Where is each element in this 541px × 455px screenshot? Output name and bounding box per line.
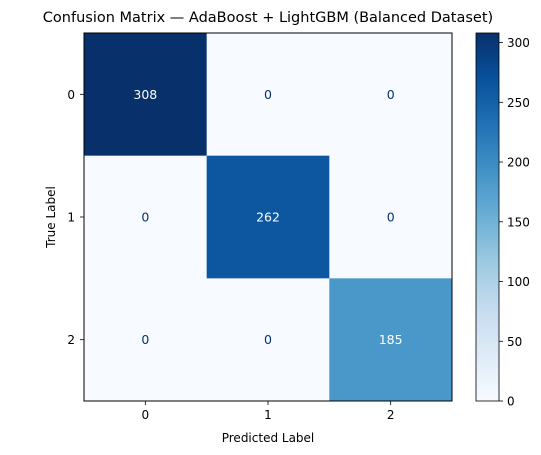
cell-value-label: 0 [264,87,272,102]
colorbar-tick-label: 150 [507,215,530,229]
y-tick-label: 2 [67,333,75,347]
cell-value-label: 0 [264,332,272,347]
cell-value-label: 0 [387,210,395,225]
x-tick-label: 0 [142,408,150,422]
y-axis-ticks: 0 1 2 [67,88,84,347]
colorbar-tick-label: 300 [507,36,530,50]
cell-value-label: 308 [133,87,157,102]
cell-value-label: 0 [141,210,149,225]
heatmap-cell [329,278,453,402]
heatmap-cells: 308 0 0 0 262 0 0 0 185 [84,33,453,402]
colorbar-tick-label: 50 [507,335,522,349]
colorbar-tick-label: 100 [507,275,530,289]
colorbar-tick-label: 250 [507,96,530,110]
colorbar [475,32,500,402]
heatmap-cell [84,155,208,279]
heatmap-cell [206,155,330,279]
cell-value-label: 0 [387,87,395,102]
colorbar-tick-label: 0 [507,395,515,409]
colorbar-tick-label: 200 [507,156,530,170]
cell-value-label: 0 [141,332,149,347]
y-tick-label: 0 [67,88,75,102]
heatmap-cell [84,33,208,157]
heatmap-cell [206,33,330,157]
y-tick-label: 1 [67,211,75,225]
heatmap-cell [84,278,208,402]
chart-title: Confusion Matrix — AdaBoost + LightGBM (… [43,10,493,26]
x-axis-ticks: 0 1 2 [142,401,395,422]
x-tick-label: 2 [387,408,395,422]
cell-value-label: 262 [256,210,280,225]
heatmap-cell [329,33,453,157]
y-axis-label: True Label [44,186,58,249]
colorbar-ticks: 0 50 100 150 200 250 300 [499,36,530,409]
cell-value-label: 185 [379,332,403,347]
x-axis-label: Predicted Label [222,431,315,445]
heatmap-cell [206,278,330,402]
heatmap-cell [329,155,453,279]
x-tick-label: 1 [264,408,272,422]
